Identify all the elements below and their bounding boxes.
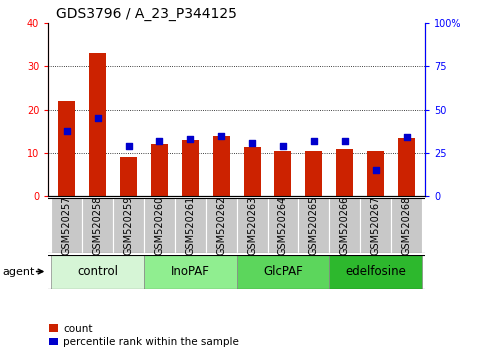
Bar	[182, 140, 199, 196]
Point	[156, 138, 163, 144]
Text: GSM520260: GSM520260	[155, 196, 165, 255]
Bar	[367, 151, 384, 196]
Bar	[360, 198, 391, 253]
Bar	[206, 198, 237, 253]
Text: GSM520268: GSM520268	[401, 196, 412, 255]
Legend: count, percentile rank within the sample: count, percentile rank within the sample	[49, 324, 239, 347]
Bar	[113, 198, 144, 253]
Bar	[82, 198, 113, 253]
Bar	[237, 198, 268, 253]
Point	[63, 128, 71, 133]
Text: control: control	[77, 265, 118, 278]
Point	[403, 135, 411, 140]
Text: GSM520262: GSM520262	[216, 196, 226, 255]
Bar	[274, 151, 291, 196]
Bar	[144, 198, 175, 253]
Bar	[391, 198, 422, 253]
Text: GSM520263: GSM520263	[247, 196, 257, 255]
Text: GDS3796 / A_23_P344125: GDS3796 / A_23_P344125	[56, 7, 237, 21]
Bar	[268, 198, 298, 253]
Text: edelfosine: edelfosine	[345, 265, 406, 278]
Text: GSM520257: GSM520257	[62, 196, 72, 256]
Bar	[213, 136, 230, 196]
Text: GSM520265: GSM520265	[309, 196, 319, 255]
Bar	[336, 149, 353, 196]
Bar	[329, 255, 422, 289]
Point	[341, 138, 349, 144]
Text: GSM520266: GSM520266	[340, 196, 350, 255]
Text: GSM520267: GSM520267	[370, 196, 381, 255]
Text: GSM520258: GSM520258	[93, 196, 103, 255]
Bar	[329, 198, 360, 253]
Point	[186, 136, 194, 142]
Point	[310, 138, 318, 144]
Bar	[120, 158, 137, 196]
Point	[217, 133, 225, 139]
Text: InoPAF: InoPAF	[171, 265, 210, 278]
Bar	[51, 198, 82, 253]
Text: GSM520261: GSM520261	[185, 196, 195, 255]
Bar	[237, 255, 329, 289]
Bar	[144, 255, 237, 289]
Text: GlcPAF: GlcPAF	[263, 265, 303, 278]
Text: agent: agent	[2, 267, 35, 276]
Bar	[51, 255, 144, 289]
Point	[94, 115, 101, 121]
Bar	[58, 101, 75, 196]
Bar	[89, 53, 106, 196]
Text: GSM520259: GSM520259	[124, 196, 134, 255]
Bar	[398, 138, 415, 196]
Bar	[151, 144, 168, 196]
Point	[248, 140, 256, 145]
Point	[125, 143, 132, 149]
Bar	[243, 147, 261, 196]
Bar	[298, 198, 329, 253]
Bar	[305, 151, 322, 196]
Text: GSM520264: GSM520264	[278, 196, 288, 255]
Point	[279, 143, 287, 149]
Bar	[175, 198, 206, 253]
Point	[372, 167, 380, 173]
